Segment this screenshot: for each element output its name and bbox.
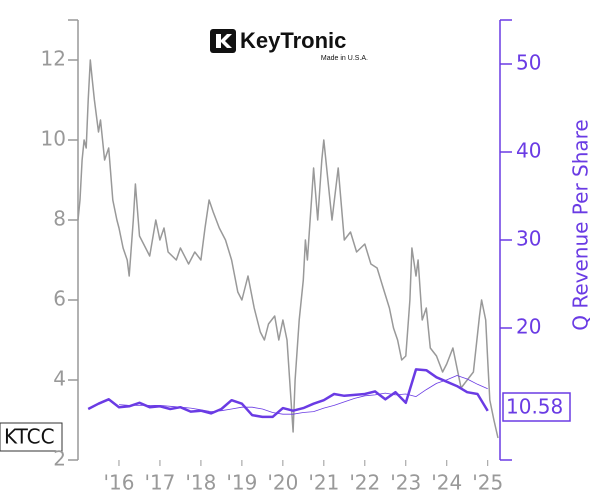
x-tick-label: '22 (349, 471, 380, 495)
x-tick-label: '18 (185, 471, 216, 495)
y2-axis-label: Q Revenue Per Share (569, 119, 593, 331)
last-value-box (502, 392, 571, 422)
x-tick-label: '25 (472, 471, 503, 495)
x-tick-label: '24 (431, 471, 462, 495)
y-tick-label: 6 (53, 287, 66, 311)
x-tick-label: '17 (144, 471, 175, 495)
plot (77, 59, 499, 439)
x-tick-label: '20 (267, 471, 298, 495)
ticker-box (0, 422, 63, 452)
x-tick-label: '23 (390, 471, 421, 495)
y2-tick-label: 30 (516, 227, 541, 251)
y2-tick-label: 50 (516, 51, 541, 75)
y2-tick-label: 20 (516, 315, 541, 339)
y-tick-label: 12 (41, 47, 66, 71)
x-tick-label: '19 (226, 471, 257, 495)
y-tick-label: 10 (41, 127, 66, 151)
logo-tagline: Made in U.S.A. (321, 55, 368, 62)
last-value-label: 10.58 (506, 395, 563, 419)
y-tick-label: 2 (53, 447, 66, 471)
y-tick-label: 4 (53, 367, 66, 391)
series-line (77, 59, 499, 439)
y-tick-label: 8 (53, 207, 66, 231)
series-line (87, 368, 489, 419)
logo: KeyTronic Made in U.S.A. (210, 28, 368, 62)
x-tick-label: '16 (103, 471, 134, 495)
ticker: KTCC (4, 425, 55, 449)
x-tick-label: '21 (308, 471, 339, 495)
logo-glyph (216, 34, 232, 48)
y2-tick-label: 40 (516, 139, 541, 163)
logo-name: KeyTronic (240, 28, 346, 53)
